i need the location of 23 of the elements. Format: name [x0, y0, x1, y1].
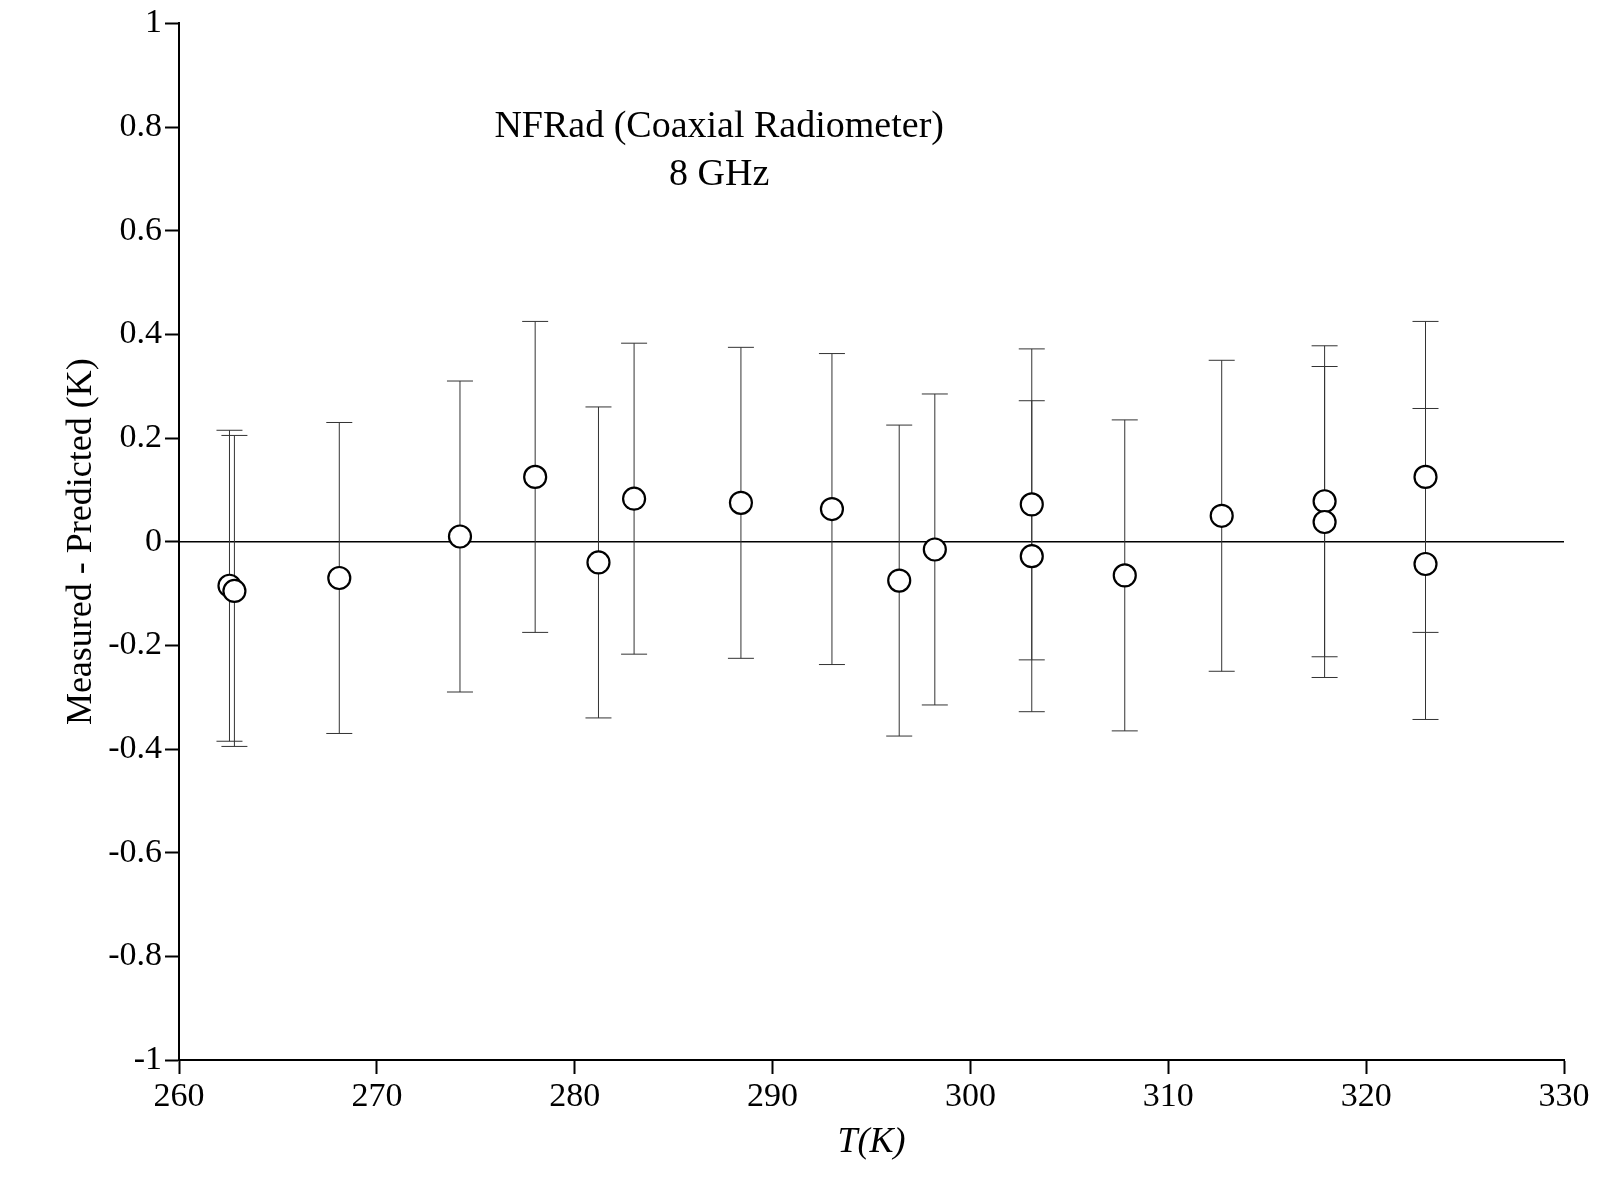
y-tick-label: 0 [145, 520, 163, 558]
x-tick-label: 270 [351, 1076, 403, 1114]
y-tick-label: -0.6 [108, 831, 163, 869]
y-tick-label: 0.8 [119, 105, 163, 143]
text: NFRad (Coaxial Radiometer) [494, 103, 944, 147]
y-tick-label: 0.2 [119, 416, 163, 454]
y-tick-label: -0.4 [108, 727, 163, 765]
x-tick-label: 260 [153, 1076, 205, 1114]
x-tick-label: 320 [1340, 1076, 1392, 1114]
y-tick-label: 0.6 [119, 209, 163, 247]
y-tick-label: 1 [145, 2, 163, 40]
x-tick-label: 290 [747, 1076, 799, 1114]
x-tick-label: 300 [944, 1076, 996, 1114]
y-tick-label: 0.4 [119, 313, 163, 351]
x-tick-label: 330 [1538, 1076, 1590, 1114]
y-axis-title: Measured - Predicted (K) [59, 358, 100, 726]
x-tick-label: 280 [549, 1076, 601, 1114]
y-tick-label: -1 [133, 1038, 163, 1076]
x-axis-title: T(K) [837, 1119, 906, 1160]
x-tick-label: 310 [1142, 1076, 1194, 1114]
y-tick-label: -0.2 [108, 624, 163, 662]
y-tick-label: -0.8 [108, 935, 163, 973]
text: 8 GHz [669, 151, 770, 194]
